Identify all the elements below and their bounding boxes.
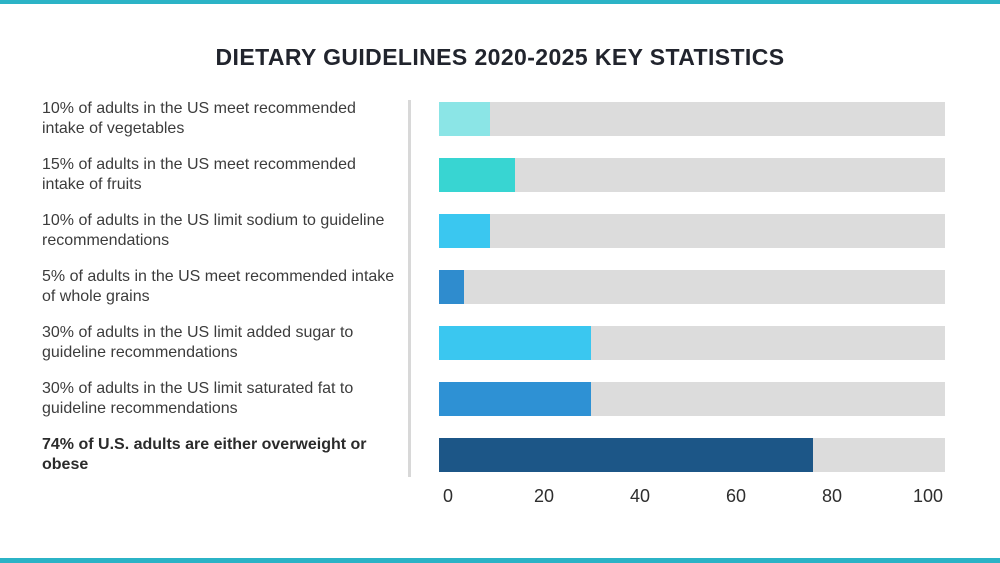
row-label: 30% of adults in the US limit saturated … bbox=[42, 380, 354, 417]
bar-track bbox=[439, 326, 945, 360]
x-axis-tick: 60 bbox=[725, 486, 747, 506]
chart-row: 30% of adults in the US limit saturated … bbox=[0, 380, 1000, 417]
bar-track bbox=[439, 382, 945, 416]
bar-fill bbox=[439, 438, 814, 472]
bar-chart: 10% of adults in the US meet recommended… bbox=[0, 100, 1000, 494]
bar-fill bbox=[439, 214, 490, 248]
bar-track bbox=[439, 438, 945, 472]
row-label: 15% of adults in the US meet recommended… bbox=[42, 156, 356, 193]
chart-row: 15% of adults in the US meet recommended… bbox=[0, 156, 1000, 193]
bar-fill bbox=[439, 158, 515, 192]
chart-row: 74% of U.S. adults are either overweight… bbox=[0, 436, 1000, 473]
bar-fill bbox=[439, 270, 465, 304]
x-axis-tick: 40 bbox=[629, 486, 651, 506]
bottom-accent-bar bbox=[0, 558, 1000, 563]
bar-fill bbox=[439, 382, 591, 416]
row-label: 10% of adults in the US limit sodium to … bbox=[42, 212, 385, 249]
page-title: DIETARY GUIDELINES 2020-2025 KEY STATIST… bbox=[215, 44, 785, 70]
chart-row: 5% of adults in the US meet recommended … bbox=[0, 268, 1000, 305]
top-accent-bar bbox=[0, 0, 1000, 4]
x-axis: 0 20 40 60 80 100 bbox=[439, 486, 945, 508]
bar-fill bbox=[439, 102, 490, 136]
x-axis-tick: 20 bbox=[533, 486, 555, 506]
bar-track bbox=[439, 102, 945, 136]
chart-row: 30% of adults in the US limit added suga… bbox=[0, 324, 1000, 361]
x-axis-tick: 100 bbox=[912, 486, 944, 506]
row-label: 30% of adults in the US limit added suga… bbox=[42, 324, 354, 361]
x-axis-tick: 80 bbox=[821, 486, 843, 506]
chart-row: 10% of adults in the US meet recommended… bbox=[0, 100, 1000, 137]
bar-fill bbox=[439, 326, 591, 360]
bar-track bbox=[439, 270, 945, 304]
bar-track bbox=[439, 158, 945, 192]
chart-row: 10% of adults in the US limit sodium to … bbox=[0, 212, 1000, 249]
row-label: 74% of U.S. adults are either overweight… bbox=[42, 436, 367, 473]
row-label: 5% of adults in the US meet recommended … bbox=[42, 268, 395, 305]
row-label: 10% of adults in the US meet recommended… bbox=[42, 100, 356, 137]
label-bar-divider bbox=[408, 100, 411, 477]
x-axis-tick: 0 bbox=[442, 486, 454, 506]
bar-track bbox=[439, 214, 945, 248]
